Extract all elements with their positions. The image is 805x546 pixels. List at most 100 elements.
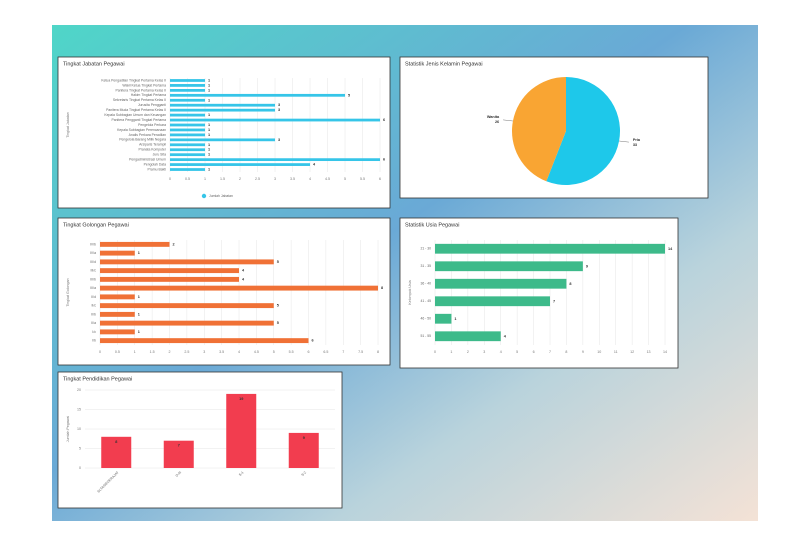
x-tick-label: 1 xyxy=(450,350,452,354)
y-tick-label: 46 - 50 xyxy=(420,317,431,321)
value-label: 8 xyxy=(569,282,571,286)
x-tick-label: 5 xyxy=(344,177,346,181)
x-tick-label: 2.5 xyxy=(184,350,189,354)
x-tick-label: 4.5 xyxy=(254,350,259,354)
y-tick-label: Hakim Tingkat Pertama xyxy=(131,93,166,97)
x-tick-label: 2 xyxy=(239,177,241,181)
value-label: 1 xyxy=(138,295,140,299)
y-tick-label: Kepala Subbagian Umum dan Keuangan xyxy=(104,113,166,117)
x-tick-label: 4 xyxy=(309,177,311,181)
y-tick-label: Panitera Muda Tingkat Pertama Kelas II xyxy=(106,108,166,112)
y-tick-label: Juru Sita xyxy=(153,153,166,157)
x-tick-label: 8 xyxy=(565,350,567,354)
legend-swatch xyxy=(201,193,207,199)
bar xyxy=(100,329,135,335)
x-tick-label: 7 xyxy=(549,350,551,354)
x-tick-label: 6 xyxy=(533,350,535,354)
y-tick-label: Pengolah Data xyxy=(144,162,167,166)
bar xyxy=(101,436,132,468)
value-label: 5 xyxy=(348,93,350,97)
x-tick-label: 3.5 xyxy=(219,350,224,354)
x-tick-label: 0 xyxy=(99,350,101,354)
x-tick-label: 0 xyxy=(169,177,171,181)
value-label: 2 xyxy=(173,242,175,246)
x-tick-label: 0.5 xyxy=(185,177,190,181)
panel xyxy=(57,56,391,209)
value-label: 4 xyxy=(313,163,316,167)
x-tick-label: 3.5 xyxy=(290,177,295,181)
x-tick-label: 3 xyxy=(203,350,205,354)
bar xyxy=(170,168,205,171)
x-tick-label: 12 xyxy=(630,350,634,354)
y-tick-label: Panitera Tingkat Pertama Kelas II xyxy=(115,88,166,92)
value-label: 7 xyxy=(553,299,555,303)
x-tick-label: 5.5 xyxy=(360,177,365,181)
x-tick-label: 13 xyxy=(647,350,651,354)
x-tick-label: 11 xyxy=(614,350,618,354)
x-tick-label: 5 xyxy=(516,350,518,354)
x-tick-label: 6 xyxy=(308,350,310,354)
x-tick-label: 6 xyxy=(379,177,381,181)
y-tick-label: I/c xyxy=(92,330,96,334)
y-tick-label: II/d xyxy=(91,295,96,299)
bar xyxy=(288,432,319,468)
value-label: 9 xyxy=(303,436,305,440)
x-tick-label: D-III xyxy=(175,470,182,477)
value-label: 5 xyxy=(277,260,279,264)
bar xyxy=(100,311,135,317)
value-label: 1 xyxy=(208,133,210,137)
x-tick-label: 8 xyxy=(377,350,379,354)
x-tick-label: 1 xyxy=(134,350,136,354)
bar xyxy=(170,143,205,147)
value-label: 1 xyxy=(138,312,140,316)
x-tick-label: 1 xyxy=(204,177,206,181)
x-tick-label: 3 xyxy=(274,177,276,181)
y-tick-label: III/b xyxy=(90,277,96,281)
y-tick-label: 31 - 35 xyxy=(420,264,431,268)
bar xyxy=(100,268,239,274)
value-label: 1 xyxy=(208,78,210,82)
bar xyxy=(170,163,310,166)
bar xyxy=(100,241,170,247)
pie-slice xyxy=(546,77,620,186)
bar xyxy=(170,128,205,132)
y-tick-label: Wakil Ketua Tingkat Pertama xyxy=(122,83,166,87)
bar xyxy=(435,331,501,342)
x-tick-label: 2.5 xyxy=(255,177,260,181)
x-tick-label: 14 xyxy=(663,350,667,354)
value-label: 3 xyxy=(278,108,280,112)
slice-value: 26 xyxy=(495,120,499,124)
y-tick-label: II/a xyxy=(91,321,96,325)
bar xyxy=(435,261,583,272)
x-tick-label: 4.5 xyxy=(325,177,330,181)
value-label: 1 xyxy=(138,330,140,334)
value-label: 5 xyxy=(277,304,279,308)
bar xyxy=(170,138,275,142)
bar xyxy=(170,98,205,102)
x-tick-label: 7 xyxy=(342,350,344,354)
bar xyxy=(100,285,378,291)
x-tick-label: 0 xyxy=(434,350,436,354)
x-tick-label: S-2 xyxy=(301,470,308,477)
bar xyxy=(170,123,205,127)
value-label: 1 xyxy=(208,153,210,157)
value-label: 1 xyxy=(454,317,456,321)
legend-label: Jumlah Jabatan xyxy=(209,194,233,198)
y-tick-label: II/c xyxy=(91,304,96,308)
bar xyxy=(100,338,309,344)
y-tick-label: Sekretaris Tingkat Pertama Kelas II xyxy=(113,98,166,102)
x-tick-label: 1.5 xyxy=(150,350,155,354)
y-axis-title: Tingkat Jabatan xyxy=(66,112,70,137)
y-tick-label: III/a xyxy=(90,286,96,290)
y-tick-label: Pranata Komputer xyxy=(138,148,166,152)
bar xyxy=(100,303,274,309)
chart-title: Tingkat Golongan Pegawai xyxy=(63,222,129,228)
y-axis-title: Jumlah Pegawai xyxy=(66,416,70,443)
chart-title: Statistik Usia Pegawai xyxy=(405,222,459,228)
y-axis-title: Tingkat Golongan xyxy=(66,278,70,306)
y-tick-label: Panitera Pengganti Tingkat Pertama xyxy=(112,118,167,122)
value-label: 1 xyxy=(208,123,210,127)
value-label: 1 xyxy=(208,113,210,117)
x-tick-label: 2 xyxy=(467,350,469,354)
